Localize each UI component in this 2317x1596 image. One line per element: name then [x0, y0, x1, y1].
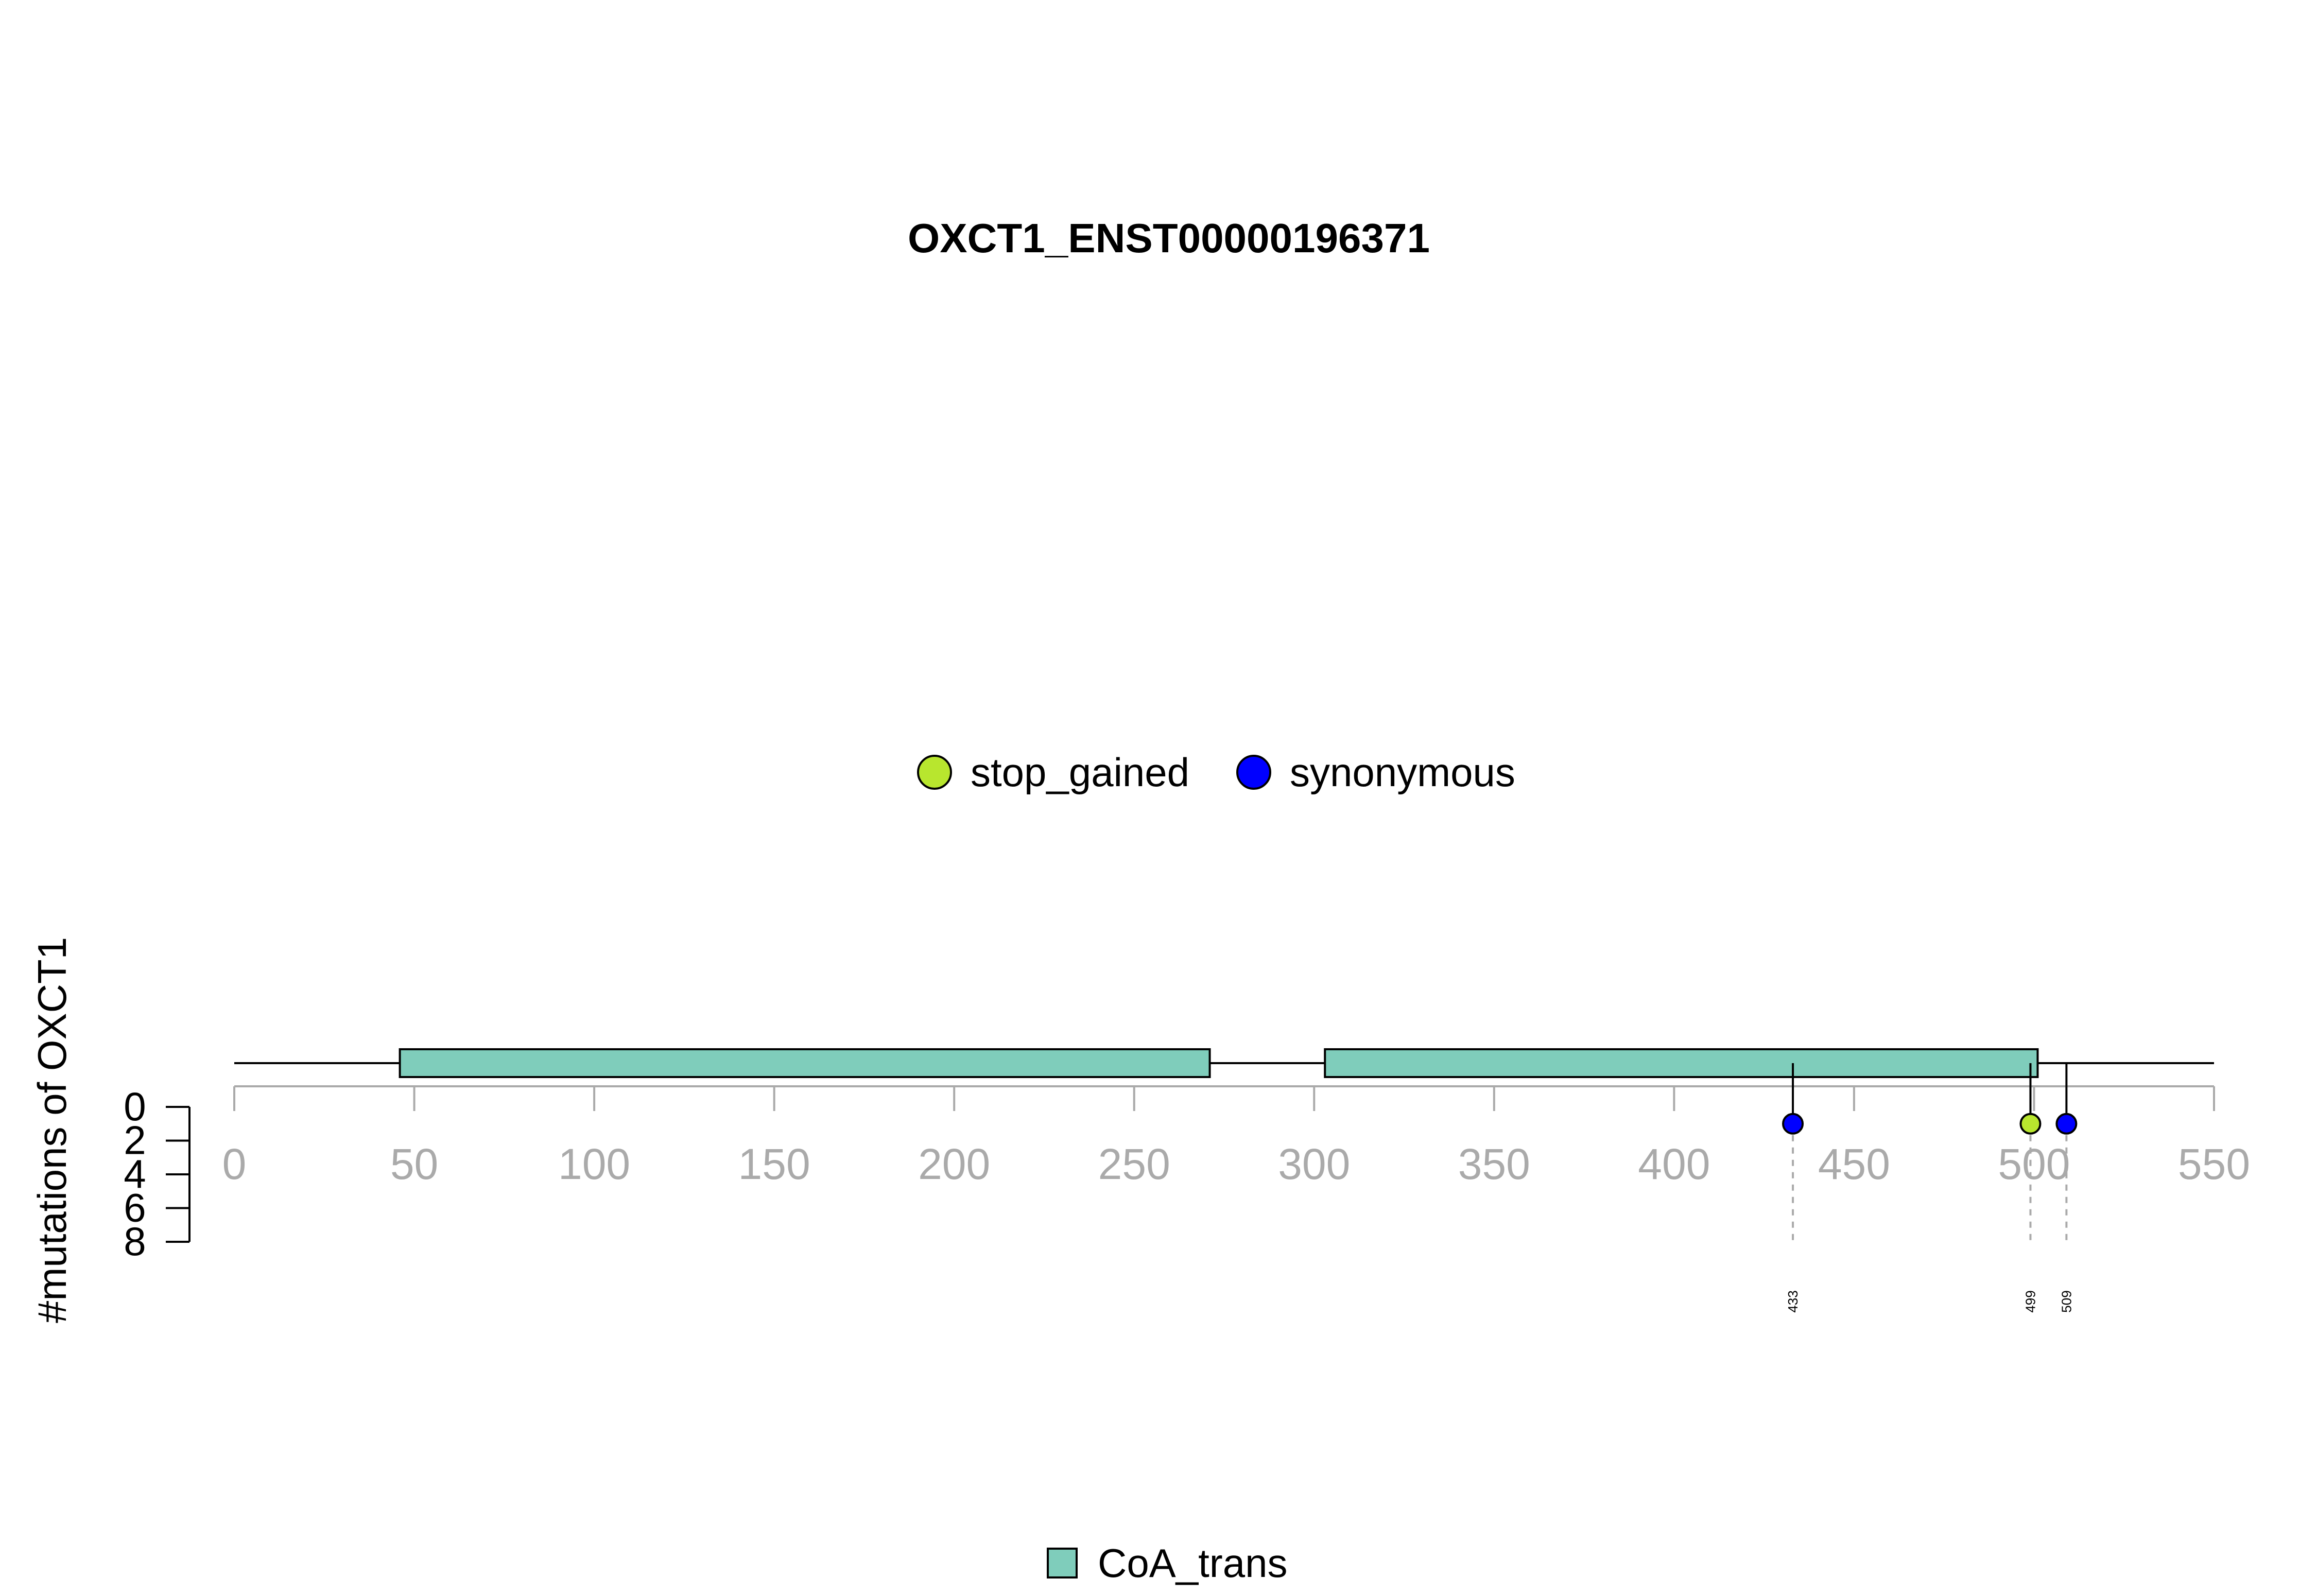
x-axis: 0 50 100 150 200 250 300 350 400 450 500 550: [222, 1085, 2250, 1188]
y-tick-label: 6: [124, 1185, 146, 1230]
domain-box-CoA_trans: [399, 1048, 1211, 1078]
y-tick-label: 2: [124, 1118, 146, 1163]
domain-layer: [399, 1048, 2039, 1078]
x-tick-label: 500: [1998, 1140, 2070, 1188]
x-tick-label: 400: [1638, 1140, 1710, 1188]
x-tick-label: 50: [390, 1140, 438, 1188]
chart-title: OXCT1_ENST00000196371: [908, 215, 1430, 261]
domain-legend-swatch-CoA_trans: [1047, 1548, 1078, 1578]
mutation-point-synonymous: [1782, 1113, 1804, 1135]
domain-box-CoA_trans: [1324, 1048, 2039, 1078]
legend-label-stop_gained: stop_gained: [971, 750, 1189, 795]
legend-label-synonymous: synonymous: [1290, 750, 1515, 795]
x-tick-label: 150: [738, 1140, 810, 1188]
mutation-legend: stop_gained synonymous: [917, 750, 1515, 795]
x-tick-label: 100: [558, 1140, 630, 1188]
mutation-position-label: 499: [2022, 1290, 2038, 1312]
y-axis-label: #mutations of OXCT1: [29, 937, 75, 1323]
x-tick-label: 450: [1818, 1140, 1890, 1188]
domain-legend: CoA_trans: [1047, 1540, 1288, 1586]
legend-swatch-synonymous: [1236, 755, 1271, 790]
domain-legend-label-CoA_trans: CoA_trans: [1098, 1540, 1288, 1586]
mutation-point-stop_gained: [2019, 1113, 2042, 1135]
y-tick-label: 0: [124, 1084, 146, 1129]
mutation-point-synonymous: [2055, 1113, 2078, 1135]
x-tick-label: 0: [222, 1140, 247, 1188]
x-tick-label: 350: [1458, 1140, 1530, 1188]
mutation-position-label: 433: [1785, 1290, 1801, 1312]
x-tick-label: 300: [1278, 1140, 1350, 1188]
x-tick-label: 550: [2178, 1140, 2250, 1188]
mutation-position-label: 509: [2059, 1290, 2074, 1312]
x-tick-label: 200: [918, 1140, 990, 1188]
legend-swatch-stop_gained: [917, 755, 952, 790]
y-tick-label: 4: [124, 1151, 146, 1196]
y-tick-label: 8: [124, 1219, 146, 1264]
x-tick-label: 250: [1098, 1140, 1170, 1188]
mutation-layer: 433 499 509: [1782, 1063, 2078, 1313]
